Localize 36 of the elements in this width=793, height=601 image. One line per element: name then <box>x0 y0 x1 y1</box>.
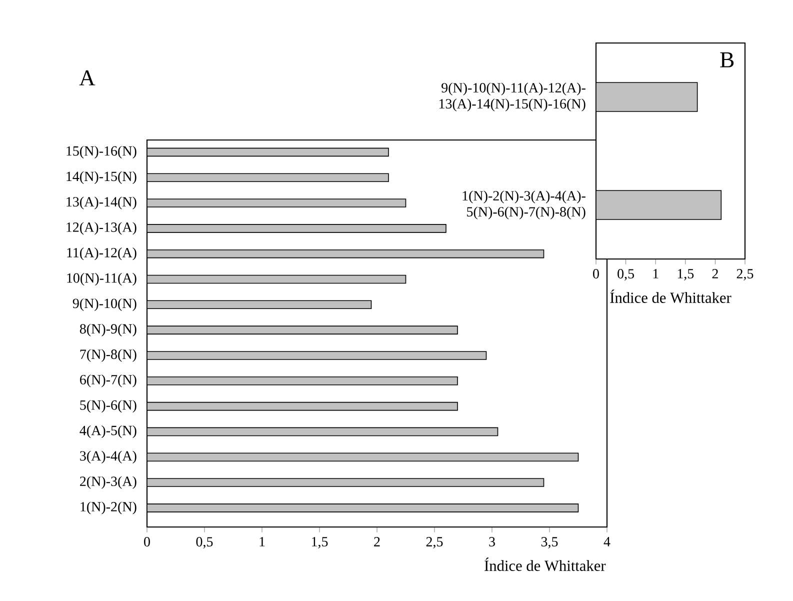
y-tick-label: 9(N)-10(N)-11(A)-12(A)-13(A)-14(N)-15(N)-16(N) <box>439 82 586 112</box>
x-tick-label: 4 <box>604 537 610 546</box>
y-tick-label: 12(A)-13(A) <box>66 222 136 235</box>
y-tick-label: 1(N)-2(N)-3(A)-4(A)-5(N)-6(N)-7(N)-8(N) <box>462 190 586 220</box>
y-tick-label: 13(A)-14(N) <box>66 196 136 210</box>
y-tick-label: 10(N)-11(A) <box>67 272 136 286</box>
y-tick-label: 3(A)-4(A) <box>80 450 136 464</box>
x-axis-title: Índice de Whittaker <box>610 290 732 304</box>
y-tick-label: 7(N)-8(N) <box>80 349 136 362</box>
x-tick-label: 1 <box>260 537 265 546</box>
x-tick-label: 3,5 <box>541 537 558 548</box>
chart-title: B <box>720 52 734 68</box>
y-tick-label: 9(N)-10(N) <box>72 298 136 311</box>
x-tick-label: 1,5 <box>678 269 694 280</box>
y-tick-label: 2(N)-3(A) <box>80 476 136 489</box>
x-tick-label: 2 <box>712 269 718 278</box>
x-tick-label: 2 <box>374 537 380 546</box>
y-tick-label: 4(A)-5(N) <box>80 425 136 438</box>
x-tick-label: 2,5 <box>736 269 754 280</box>
y-tick-label: 5(N)-6(N) <box>80 400 136 413</box>
x-tick-label: 1,5 <box>312 537 328 548</box>
y-tick-label: 6(N)-7(N) <box>80 374 136 388</box>
chart-title: A <box>79 70 96 86</box>
y-tick-label: 8(N)-9(N) <box>80 324 136 336</box>
x-tick-label: 0 <box>593 269 599 278</box>
x-tick-label: 0 <box>144 537 150 547</box>
x-tick-label: 2,5 <box>426 537 443 548</box>
y-tick-label: 15(N)-16(N) <box>66 146 136 159</box>
x-tick-label: 0,5 <box>196 537 213 549</box>
x-tick-label: 3 <box>489 537 495 546</box>
y-tick-label: 11(A)-12(A) <box>67 248 136 260</box>
y-tick-label: 14(N)-15(N) <box>66 171 136 184</box>
y-tick-label: 1(N)-2(N) <box>80 502 136 514</box>
x-tick-label: 0,5 <box>618 269 634 281</box>
x-axis-title: Índice de Whittaker <box>484 558 606 572</box>
x-tick-label: 1 <box>653 269 658 278</box>
